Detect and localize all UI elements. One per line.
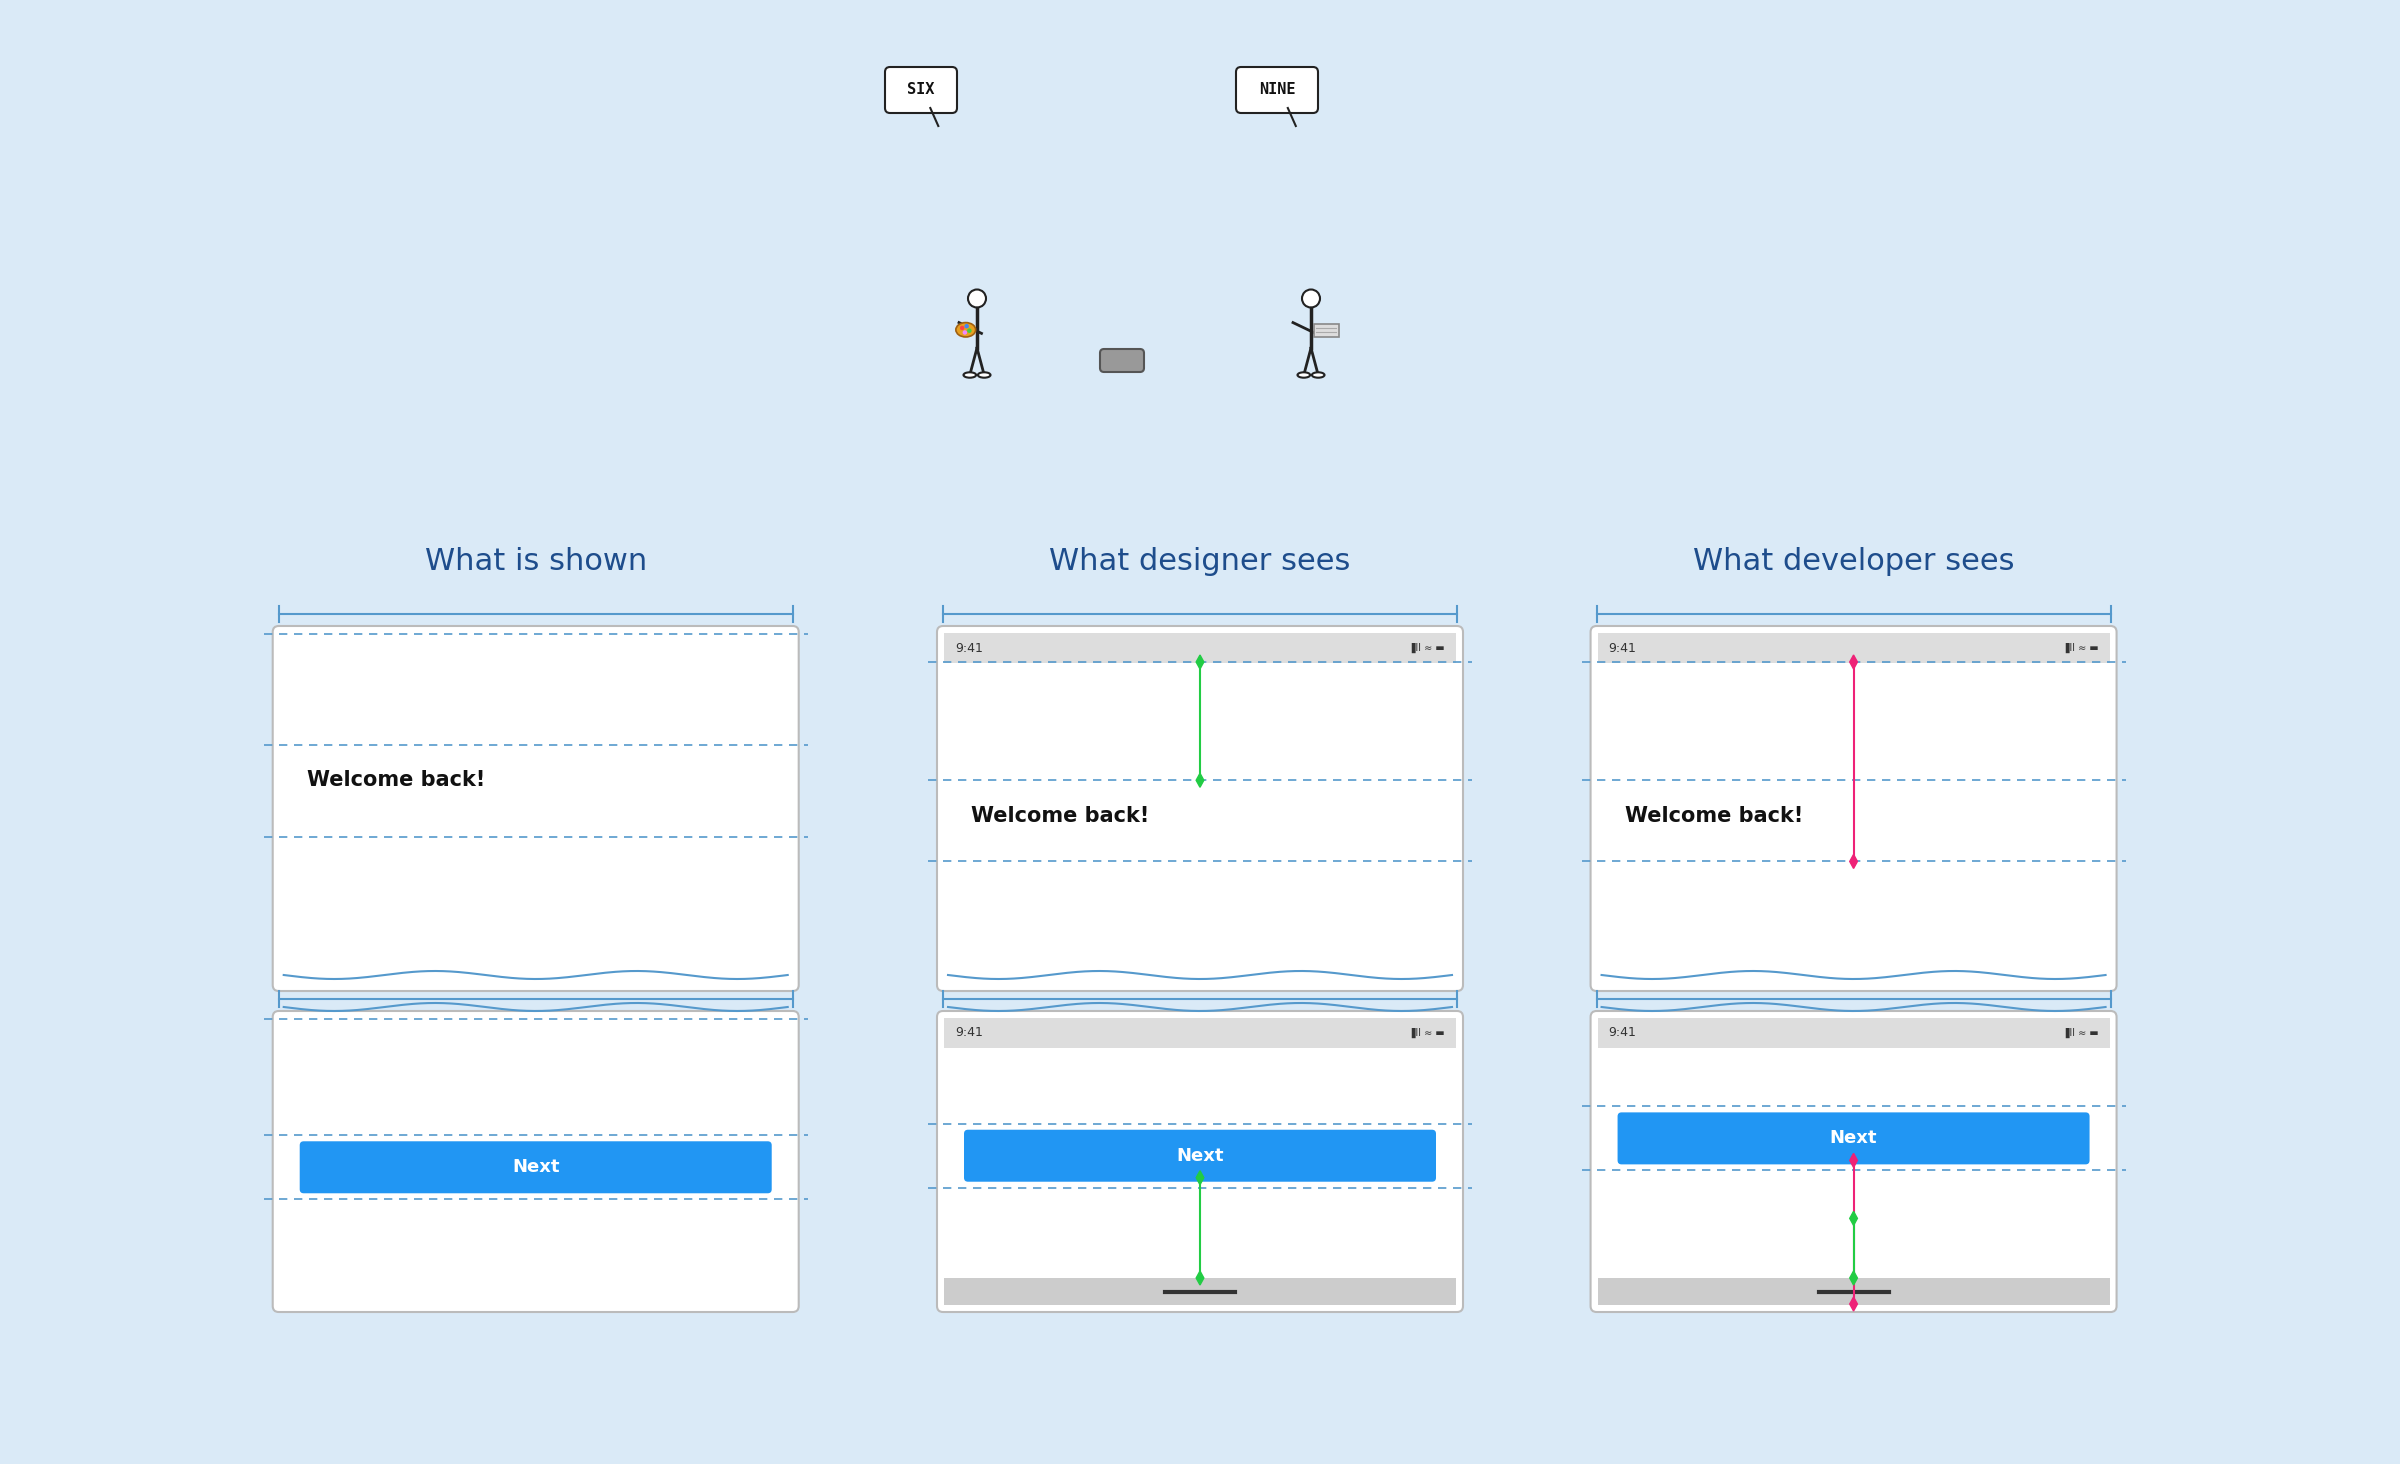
Ellipse shape [1313, 372, 1325, 378]
Text: What designer sees: What designer sees [1049, 546, 1351, 575]
Ellipse shape [962, 372, 977, 378]
Text: Welcome back!: Welcome back! [307, 770, 485, 791]
Text: ▐ll ≈ ▬: ▐ll ≈ ▬ [1409, 643, 1445, 653]
Text: NINE: NINE [1258, 82, 1296, 98]
Text: What developer sees: What developer sees [1692, 546, 2014, 575]
Text: 9:41: 9:41 [1608, 1026, 1637, 1039]
Circle shape [1301, 290, 1320, 307]
Circle shape [962, 331, 967, 335]
Circle shape [960, 325, 965, 331]
FancyBboxPatch shape [1236, 67, 1318, 113]
Polygon shape [1850, 855, 1858, 868]
Circle shape [967, 328, 972, 332]
Text: SIX: SIX [907, 82, 934, 98]
Ellipse shape [1298, 372, 1310, 378]
Bar [1598, 632, 2110, 663]
Ellipse shape [977, 372, 991, 378]
Text: ▐ll ≈ ▬: ▐ll ≈ ▬ [1409, 1028, 1445, 1038]
Text: 9:41: 9:41 [1608, 641, 1637, 654]
Polygon shape [1195, 1171, 1205, 1184]
Bar [943, 632, 1457, 663]
Bar [1313, 325, 1339, 337]
Bar [1598, 1278, 2110, 1304]
Polygon shape [1195, 1271, 1205, 1285]
Polygon shape [1195, 773, 1205, 788]
FancyBboxPatch shape [1591, 627, 2117, 991]
Polygon shape [1850, 1154, 1858, 1167]
Text: Welcome back!: Welcome back! [972, 805, 1150, 826]
FancyBboxPatch shape [965, 1130, 1435, 1181]
Text: What is shown: What is shown [425, 546, 648, 575]
Circle shape [967, 290, 986, 307]
Bar [1598, 1017, 2110, 1048]
Polygon shape [1850, 654, 1858, 669]
Text: ▐ll ≈ ▬: ▐ll ≈ ▬ [2062, 643, 2098, 653]
Text: Next: Next [1829, 1129, 1877, 1148]
Text: 9:41: 9:41 [955, 1026, 984, 1039]
Circle shape [965, 324, 970, 328]
Polygon shape [1195, 654, 1205, 669]
Polygon shape [1850, 1211, 1858, 1225]
FancyBboxPatch shape [936, 627, 1464, 991]
FancyBboxPatch shape [1591, 1012, 2117, 1312]
Ellipse shape [955, 322, 977, 337]
Text: Welcome back!: Welcome back! [1625, 805, 1802, 826]
FancyBboxPatch shape [1099, 348, 1145, 372]
FancyBboxPatch shape [936, 1012, 1464, 1312]
Text: ▐ll ≈ ▬: ▐ll ≈ ▬ [2062, 1028, 2098, 1038]
Polygon shape [1850, 1271, 1858, 1285]
FancyBboxPatch shape [1618, 1113, 2090, 1164]
Bar [943, 1278, 1457, 1304]
Text: Next: Next [1176, 1146, 1224, 1165]
Bar [943, 1017, 1457, 1048]
Text: 9:41: 9:41 [955, 641, 984, 654]
Polygon shape [1850, 1297, 1858, 1310]
FancyBboxPatch shape [274, 1012, 799, 1312]
FancyBboxPatch shape [886, 67, 958, 113]
FancyBboxPatch shape [300, 1142, 773, 1193]
Text: Next: Next [511, 1158, 559, 1176]
FancyBboxPatch shape [274, 627, 799, 991]
